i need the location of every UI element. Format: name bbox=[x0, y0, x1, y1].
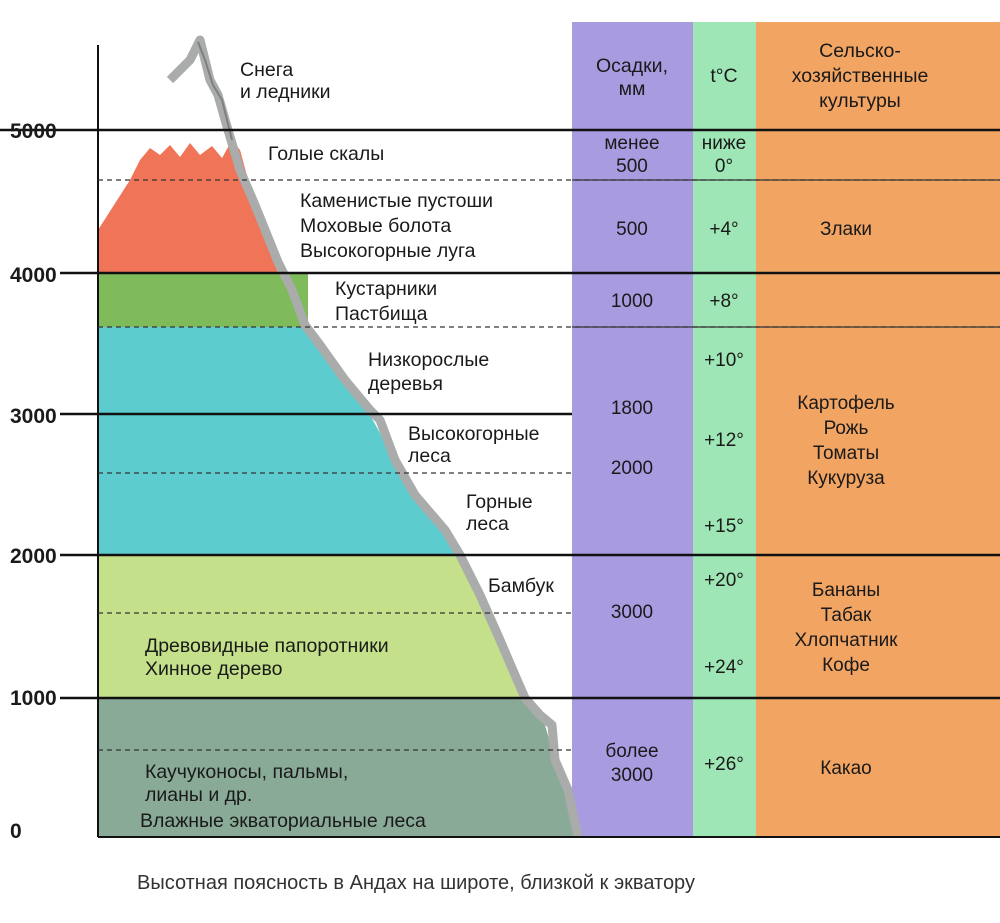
crop-value: Табак bbox=[821, 605, 872, 626]
zone-ferns-line1: Древовидные папоротники bbox=[145, 635, 389, 657]
zone-low-trees-line1: Низкорослые bbox=[368, 349, 489, 371]
precip-value: 1000 bbox=[611, 291, 653, 312]
temperature-column bbox=[693, 22, 756, 837]
crop-value: Картофель bbox=[797, 393, 894, 414]
temp-header: t°C bbox=[710, 65, 737, 87]
zone-shrubs-line2: Пастбища bbox=[335, 303, 428, 325]
zone-equatorial: Влажные экваториальные леса bbox=[140, 810, 426, 832]
zone-shrubs-line1: Кустарники bbox=[335, 278, 437, 300]
axis-label-3000: 3000 bbox=[10, 405, 57, 428]
zone-highland-forest-line1: Высокогорные bbox=[408, 423, 539, 445]
precip-value: 500 bbox=[616, 219, 648, 240]
zone-rubber-line2: лианы и др. bbox=[145, 784, 252, 806]
precip-value: более bbox=[605, 741, 658, 762]
temp-value: +24° bbox=[704, 657, 744, 678]
precip-header-line2: мм bbox=[619, 78, 646, 100]
zone-snow-line1: Снега bbox=[240, 59, 293, 81]
crops-header-line1: Сельско- bbox=[819, 40, 901, 62]
zone-bamboo: Бамбук bbox=[488, 575, 554, 597]
precip-value: 500 bbox=[616, 156, 648, 177]
zone-mountain-forest-line2: леса bbox=[466, 513, 509, 535]
forest-belt bbox=[98, 327, 460, 555]
temp-value: +4° bbox=[709, 219, 738, 240]
precip-value: менее bbox=[604, 133, 659, 154]
zone-highland-forest-line2: леса bbox=[408, 445, 451, 467]
crop-value: Бананы bbox=[812, 580, 880, 601]
zone-upper-line1: Каменистые пустоши bbox=[300, 190, 493, 212]
crops-header-line3: культуры bbox=[819, 90, 901, 112]
temp-value: +8° bbox=[709, 291, 738, 312]
crop-value: Какао bbox=[820, 758, 872, 779]
crop-value: Злаки bbox=[820, 219, 872, 240]
zone-mountain-forest-line1: Горные bbox=[466, 491, 533, 513]
snow-belt bbox=[98, 140, 278, 273]
equatorial-belt bbox=[98, 698, 578, 837]
crop-value: Кукуруза bbox=[807, 468, 885, 489]
axis-label-5000: 5000 bbox=[10, 120, 57, 143]
temp-value: +20° bbox=[704, 570, 744, 591]
diagram-caption: Высотная поясность в Андах на широте, бл… bbox=[137, 872, 695, 894]
zone-upper-line2: Моховые болота bbox=[300, 215, 451, 237]
temp-value: +26° bbox=[704, 754, 744, 775]
fern-belt bbox=[98, 555, 525, 698]
crop-value: Рожь bbox=[824, 418, 869, 439]
axis-label-2000: 2000 bbox=[10, 545, 57, 568]
temp-value: +10° bbox=[704, 350, 744, 371]
precip-header-line1: Осадки, bbox=[596, 55, 668, 77]
temp-value: +12° bbox=[704, 430, 744, 451]
axis-label-4000: 4000 bbox=[10, 264, 57, 287]
crops-header-line2: хозяйственные bbox=[792, 65, 929, 87]
zone-rubber-line1: Каучуконосы, пальмы, bbox=[145, 761, 348, 783]
crop-value: Томаты bbox=[813, 443, 879, 464]
summit-ridge-icon bbox=[197, 41, 233, 141]
zone-snow-line2: и ледники bbox=[240, 81, 331, 103]
precip-value: 1800 bbox=[611, 398, 653, 419]
zone-low-trees-line2: деревья bbox=[368, 373, 443, 395]
temp-value: +15° bbox=[704, 516, 744, 537]
crops-column bbox=[756, 22, 1000, 837]
zone-ferns-line2: Хинное дерево bbox=[145, 658, 283, 680]
precipitation-column bbox=[572, 22, 693, 837]
zone-upper-line3: Высокогорные луга bbox=[300, 240, 476, 262]
axis-label-0: 0 bbox=[10, 820, 22, 843]
axis-label-1000: 1000 bbox=[10, 687, 57, 710]
precip-value: 2000 bbox=[611, 458, 653, 479]
crop-value: Хлопчатник bbox=[795, 630, 899, 651]
temp-value: ниже bbox=[702, 133, 746, 154]
precip-value: 3000 bbox=[611, 602, 653, 623]
zone-rocks: Голые скалы bbox=[268, 143, 384, 165]
shrub-belt bbox=[98, 273, 308, 327]
temp-value: 0° bbox=[715, 156, 733, 177]
precip-value: 3000 bbox=[611, 765, 653, 786]
crop-value: Кофе bbox=[822, 655, 870, 676]
column-boundaries bbox=[572, 179, 1000, 328]
